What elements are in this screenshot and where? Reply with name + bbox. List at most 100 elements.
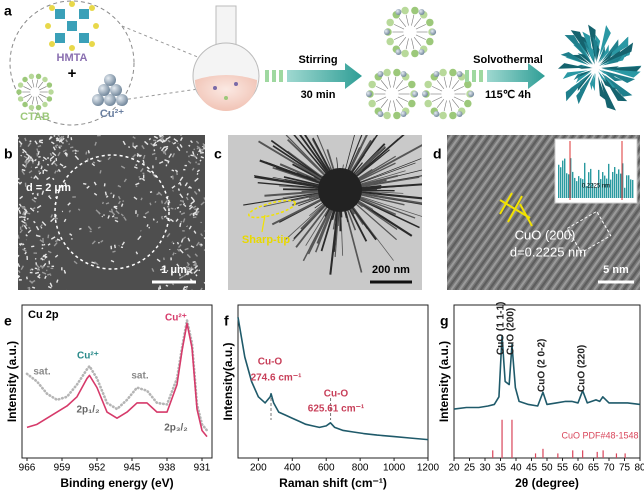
profile-bar: [588, 172, 590, 198]
flake: [101, 201, 104, 205]
lattice-fringe: [447, 135, 554, 286]
flake: [49, 136, 53, 140]
flake: [197, 135, 198, 136]
flake: [41, 271, 47, 275]
tail: [413, 18, 422, 28]
label: CTAB: [20, 111, 50, 123]
lattice-fringe: [447, 135, 521, 239]
flake: [220, 189, 221, 191]
flake: [144, 140, 149, 146]
flake: [21, 224, 25, 228]
head: [35, 73, 42, 80]
flake: [218, 290, 220, 293]
lattice-fringe: [447, 135, 508, 221]
flake: [177, 293, 180, 294]
profile-bar: [560, 167, 562, 198]
flake: [220, 119, 223, 120]
ctab-micelle: [16, 73, 54, 111]
x-tick-label: 400: [284, 463, 301, 474]
flake: [21, 168, 26, 172]
head: [383, 68, 391, 77]
flake: [211, 256, 213, 257]
flake: [18, 210, 19, 212]
flake: [156, 139, 161, 143]
flake: [49, 152, 53, 157]
cu-ions: [92, 74, 128, 106]
profile-bar: [624, 187, 626, 198]
flake: [0, 184, 2, 185]
plot-frame: [21, 304, 213, 459]
ion: [456, 111, 463, 118]
flake: [65, 117, 69, 121]
x-tick-label: 931: [194, 463, 211, 474]
flake: [97, 226, 101, 229]
annotation: sat.: [131, 371, 148, 382]
panel-label: f: [224, 313, 229, 329]
flake: [83, 182, 87, 185]
flake: [62, 149, 67, 153]
flake: [189, 114, 190, 118]
annotation: 625.61 cm⁻¹: [308, 404, 365, 415]
profile-bar: [596, 187, 598, 198]
flake: [5, 139, 9, 142]
flake: [117, 184, 122, 188]
ion: [110, 84, 122, 96]
flake: [174, 207, 177, 210]
flake: [210, 198, 211, 200]
flake: [211, 203, 212, 204]
flake: [184, 247, 189, 251]
flake: [172, 141, 177, 145]
flake: [186, 192, 189, 196]
flake: [182, 267, 187, 271]
flake: [113, 244, 116, 249]
flake: [189, 212, 193, 216]
flake: [18, 126, 22, 129]
ion: [116, 94, 128, 106]
flake: [193, 269, 199, 274]
annotation: CuO (1 1-1): [496, 302, 507, 355]
petal: [570, 30, 590, 58]
flake: [200, 151, 204, 154]
flake: [18, 247, 19, 249]
tail: [376, 86, 387, 92]
flake: [31, 245, 35, 248]
flake: [47, 234, 50, 239]
petal: [560, 51, 588, 65]
arrow: [265, 63, 362, 89]
flake: [21, 148, 27, 154]
flake: [10, 281, 13, 282]
flake: [21, 210, 26, 216]
flake: [111, 211, 116, 216]
ion: [104, 94, 116, 106]
lattice-fringe: [447, 135, 474, 174]
flake: [204, 230, 205, 232]
petal: [585, 46, 594, 64]
tail: [453, 86, 464, 92]
flake: [185, 268, 188, 271]
flake: [53, 135, 56, 137]
atom: [89, 41, 95, 47]
lattice-fringe: [614, 253, 640, 290]
flake: [125, 132, 127, 134]
flake: [37, 163, 40, 166]
flake: [2, 197, 3, 198]
flake: [163, 206, 167, 212]
flake: [194, 263, 197, 267]
flake: [152, 141, 157, 146]
flake: [25, 161, 30, 165]
flake: [195, 157, 198, 160]
flake: [26, 217, 29, 220]
lattice-fringe: [601, 235, 640, 290]
flake: [161, 126, 162, 128]
flake: [174, 169, 179, 173]
ion: [456, 70, 463, 77]
flake: [196, 172, 199, 175]
flake: [163, 215, 167, 218]
petal: [588, 24, 596, 57]
head: [368, 80, 376, 89]
flake: [188, 204, 192, 208]
flake: [187, 160, 192, 164]
flake: [195, 207, 199, 212]
flake: [183, 274, 187, 277]
flake: [18, 137, 20, 140]
